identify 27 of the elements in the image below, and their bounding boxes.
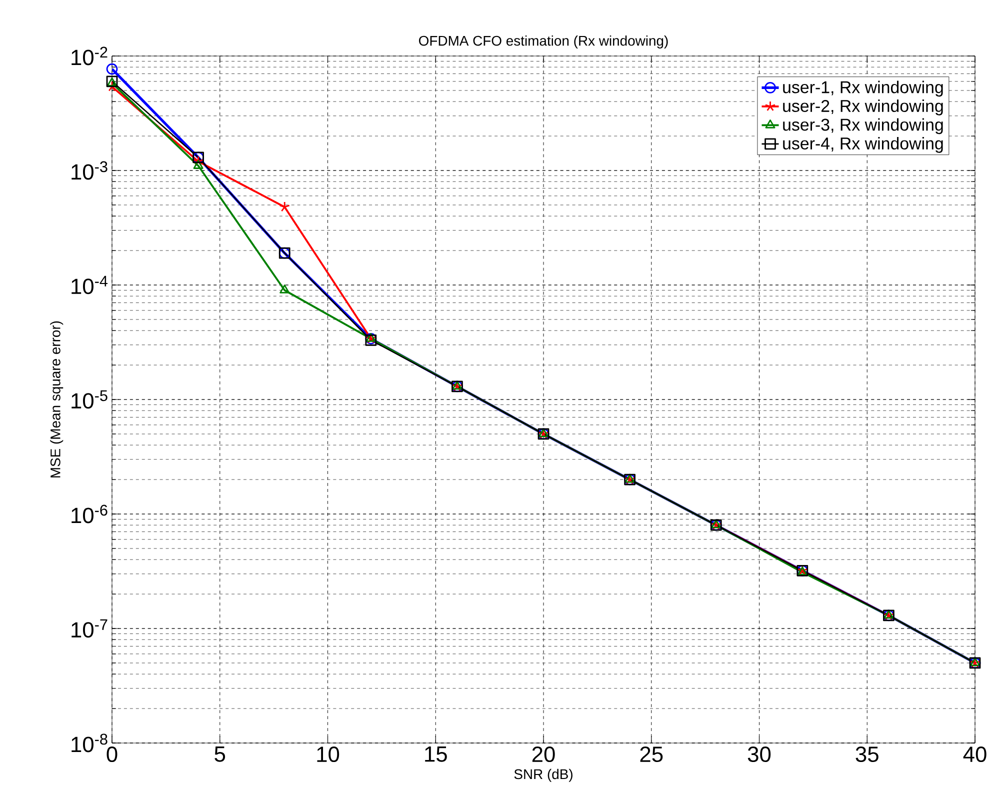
y-axis-title: MSE (Mean square error) <box>50 321 64 478</box>
x-tick-label: 15 <box>425 746 447 762</box>
x-tick-label: 30 <box>748 746 771 762</box>
point <box>106 63 118 75</box>
legend-label: user-3, Rx windowing <box>783 118 943 134</box>
x-tick-label: 35 <box>856 746 878 762</box>
legend-label: user-2, Rx windowing <box>783 100 943 116</box>
y-tick-label: 10$^{-4}$ <box>72 276 108 294</box>
legend-label: user-4, Rx windowing <box>783 137 943 153</box>
y-tick-label: 10$^{-6}$ <box>72 504 108 524</box>
x-axis-title: SNR (dB) <box>514 768 572 782</box>
y-tick-label: 10$^{-5}$ <box>72 390 108 409</box>
chart-title: OFDMA CFO estimation (Rx windowing) <box>418 35 668 48</box>
x-tick-label: 0 <box>106 746 118 762</box>
x-tick-label: 25 <box>640 746 663 762</box>
y-tick-label: 10$^{-3}$ <box>72 161 108 180</box>
y-tick-label: 10$^{-8}$ <box>72 734 108 752</box>
x-tick-label: 5 <box>214 746 226 762</box>
point <box>193 160 204 169</box>
y-tick-label: 10$^{-2}$ <box>72 46 108 66</box>
legend-label: user-1, Rx windowing <box>783 80 943 97</box>
x-tick-label: 40 <box>963 746 986 762</box>
x-tick-label: 20 <box>532 746 555 762</box>
y-tick-label: 10$^{-7}$ <box>72 619 108 638</box>
point <box>279 201 290 212</box>
point <box>280 284 290 294</box>
x-tick-label: 10 <box>317 746 340 762</box>
